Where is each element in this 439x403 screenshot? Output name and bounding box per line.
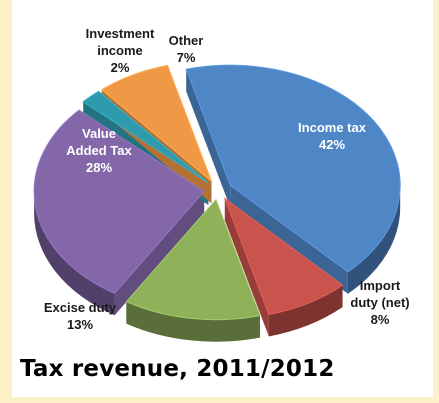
slice-side — [347, 185, 401, 294]
label-import-duty: Import duty (net) 8% — [350, 278, 409, 327]
label-income-tax: Income tax 42% — [298, 120, 367, 152]
slice-cut-face — [186, 69, 231, 208]
label-vat: Value Added Tax 28% — [66, 126, 132, 175]
slice-side — [34, 191, 115, 316]
chart-caption: Tax revenue, 2011/2012 — [20, 356, 335, 382]
pie-slice-income-tax — [185, 64, 401, 273]
label-investment-income: Investment income 2% — [86, 26, 155, 75]
label-other: Other 7% — [169, 33, 204, 65]
slice-side — [268, 285, 343, 337]
slice-cut-face — [224, 198, 269, 337]
pie-slice-value-added-tax — [33, 109, 205, 294]
label-excise-duty: Excise duty 13% — [44, 300, 117, 332]
pie-slice-import-duty-net — [223, 197, 344, 316]
slice-cut-face — [114, 191, 205, 316]
page-border — [0, 0, 12, 403]
pie-slice-other — [100, 64, 213, 183]
slice-side — [126, 301, 260, 342]
pie-slice-excise-duty — [125, 198, 261, 321]
pie-slice-investment-income — [82, 90, 209, 184]
slice-cut-face — [230, 185, 348, 294]
